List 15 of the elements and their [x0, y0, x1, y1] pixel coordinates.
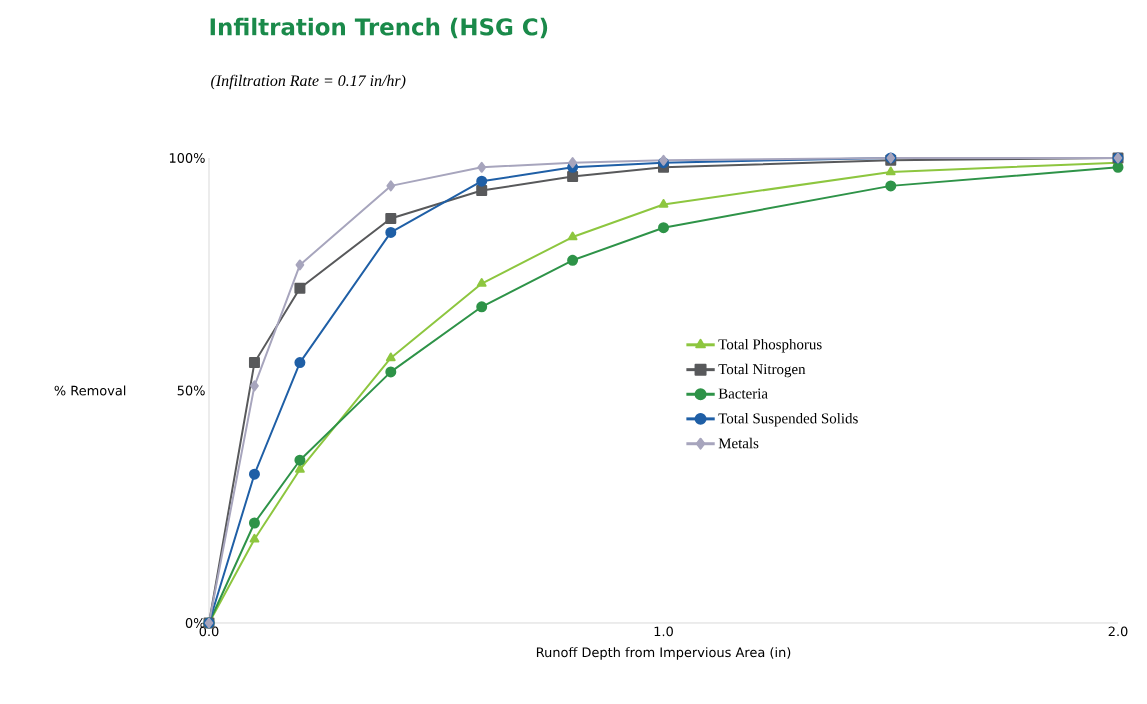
x-tick-label: 1.0: [654, 626, 673, 637]
y-tick-label: 50%: [177, 385, 205, 396]
legend-label: Metals: [718, 437, 759, 449]
chart-subtitle: (Infiltration Rate = 0.17 in/hr): [211, 74, 406, 90]
y-axis-title: % Removal: [54, 385, 126, 396]
x-tick-label: 0.0: [199, 626, 219, 637]
y-tick-label: 0%: [185, 618, 205, 628]
y-tick-label: 100%: [169, 153, 205, 163]
legend-label: Total Suspended Solids: [718, 412, 858, 427]
legend-label: Total Phosphorus: [718, 338, 822, 353]
chart-title: Infiltration Trench (HSG C): [210, 17, 548, 39]
x-tick-label: 2.0: [1108, 626, 1128, 637]
x-axis-title: Runoff Depth from Impervious Area (in): [536, 647, 791, 660]
legend-label: Bacteria: [718, 388, 768, 399]
legend-label: Total Nitrogen: [718, 363, 806, 378]
